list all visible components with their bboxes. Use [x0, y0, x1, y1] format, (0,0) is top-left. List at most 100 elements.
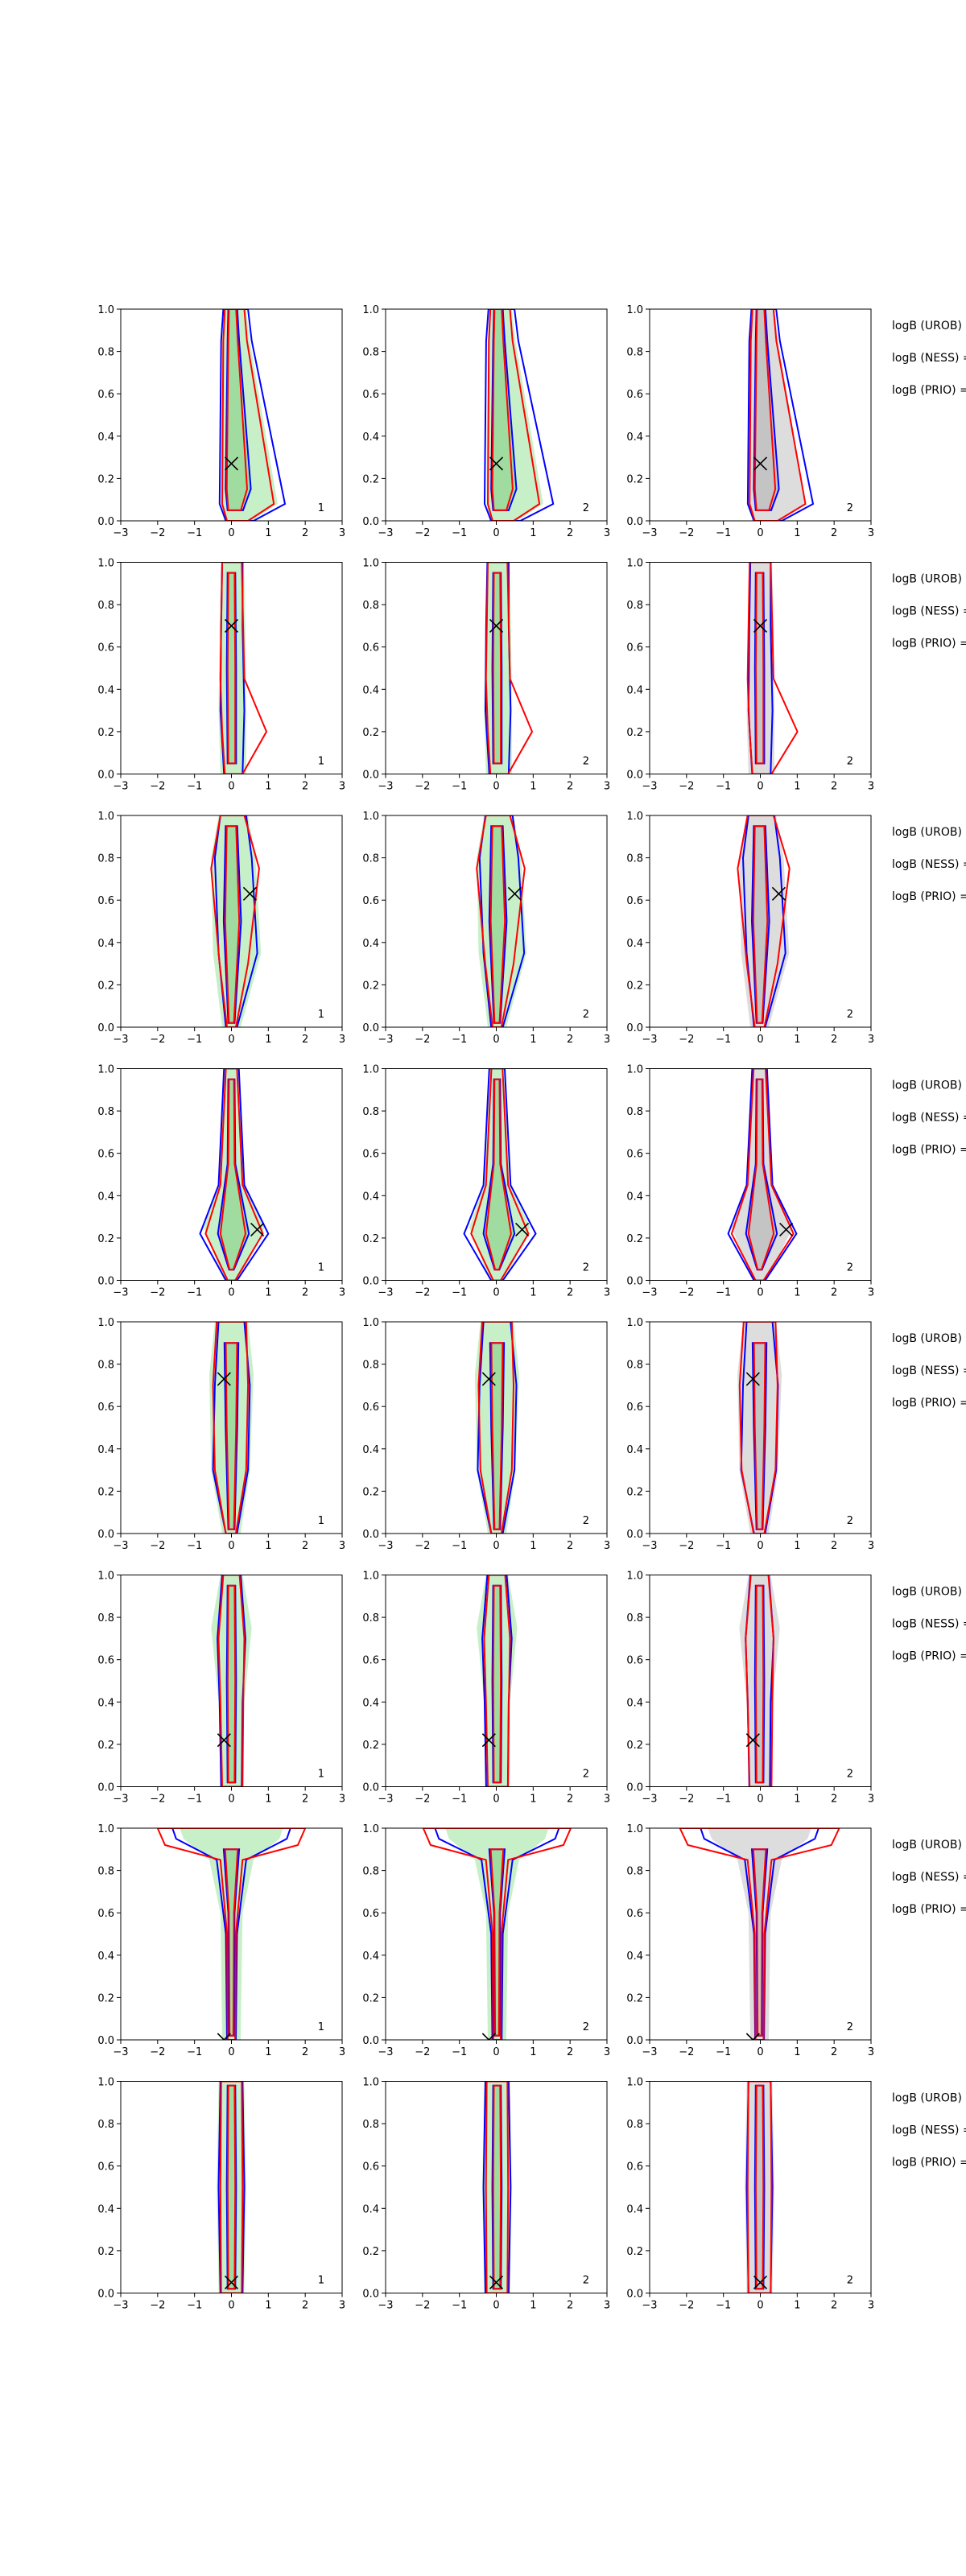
x-tick-label: −2 [150, 1794, 165, 1806]
x-tick-label: 2 [831, 1287, 837, 1299]
y-tick-label: 0.6 [626, 1655, 643, 1667]
contour-outer-b-r5-c2 [477, 1322, 515, 1534]
x-tick-label: 3 [604, 2300, 610, 2312]
y-tick-label: 0.4 [626, 1697, 643, 1709]
contour-inner-a-r1-c2 [490, 309, 518, 511]
marker-r2-c1 [224, 618, 239, 633]
x-tick-label: 0 [757, 2046, 763, 2058]
x-tick-label: 3 [868, 2300, 874, 2312]
x-tick-label: −1 [452, 2046, 467, 2058]
contour-outer-b-r7-c3 [679, 1828, 840, 2040]
y-tick-label: 0.0 [362, 770, 379, 782]
contour-outer-b-r1-c3 [749, 309, 807, 521]
x-tick-label: 0 [757, 1794, 763, 1806]
row-annotation: logB (NESS) = [892, 1618, 966, 1631]
y-tick-label: 1.0 [626, 811, 643, 823]
y-tick-label: 0.8 [626, 347, 643, 359]
x-tick-label: −3 [378, 2046, 393, 2058]
panel-corner-label: 1 [318, 1262, 324, 1274]
x-tick-label: 0 [228, 1287, 234, 1299]
contour-outer-a-r8-c2 [482, 2081, 512, 2293]
x-tick-label: −1 [187, 1794, 202, 1806]
fill-inner-r6-c3 [755, 1585, 765, 1783]
marker-r4-c1 [250, 1222, 265, 1236]
y-tick-label: 0.4 [362, 684, 379, 696]
x-tick-label: −1 [187, 2046, 202, 2058]
contour-outer-b-r2-c1 [219, 562, 268, 774]
x-tick-label: −1 [716, 2046, 731, 2058]
x-tick-label: 0 [757, 2300, 763, 2312]
panel-corner-label: 1 [318, 1769, 324, 1781]
panel-r1-c3: −3 −2 −1 0 1 2 3 0.0 0.2 0.4 0.6 0.8 1.0 2 [626, 304, 874, 539]
panel-r2-c3: −3 −2 −1 0 1 2 3 0.0 0.2 0.4 0.6 0.8 1.0 2 [626, 558, 874, 793]
y-tick-label: 0.2 [362, 473, 379, 485]
marker-r1-c2 [489, 456, 504, 471]
marker-r7-c1 [217, 2033, 231, 2040]
x-tick-label: −3 [642, 2300, 657, 2312]
panel-r7-c3: −3 −2 −1 0 1 2 3 0.0 0.2 0.4 0.6 0.8 1.0 2 [626, 1823, 874, 2058]
y-tick-label: 0.0 [626, 2289, 643, 2301]
y-tick-label: 0.8 [362, 853, 379, 865]
y-tick-label: 0.0 [97, 1022, 114, 1034]
contour-outer-b-r2-c2 [485, 562, 534, 774]
x-tick-label: 1 [265, 1287, 271, 1299]
contour-outer-b-r7-c2 [422, 1828, 572, 2040]
x-tick-label: 2 [567, 1034, 573, 1046]
x-tick-label: 0 [493, 781, 499, 793]
x-tick-label: 1 [530, 1287, 536, 1299]
contour-inner-b-r7-c1 [224, 1848, 239, 2037]
contour-outer-a-r8-c3 [745, 2081, 774, 2293]
panel-r8-c1: −3 −2 −1 0 1 2 3 0.0 0.2 0.4 0.6 0.8 1.0 1 [97, 2077, 345, 2312]
panel-corner-label: 1 [318, 1009, 324, 1021]
x-tick-label: 3 [604, 2046, 610, 2058]
y-tick-label: 0.2 [97, 727, 114, 739]
panel-corner-label: 2 [583, 1009, 589, 1021]
y-tick-label: 0.6 [362, 1149, 379, 1161]
contour-outer-b-r6-c2 [483, 1575, 511, 1787]
y-tick-label: 0.6 [362, 1908, 379, 1920]
y-tick-label: 0.8 [97, 853, 114, 865]
y-tick-label: 0.6 [362, 389, 379, 401]
x-tick-label: −2 [415, 1794, 430, 1806]
y-tick-label: 0.2 [362, 2246, 379, 2258]
contour-outer-a-r4-c2 [463, 1068, 537, 1281]
y-tick-label: 0.8 [362, 1612, 379, 1624]
y-tick-label: 0.4 [626, 431, 643, 444]
marker-r8-c2 [489, 2275, 504, 2289]
contour-inner-b-r1-c1 [225, 309, 249, 511]
panel-corner-label: 2 [583, 2275, 589, 2287]
y-tick-label: 1.0 [97, 1823, 114, 1835]
marker-r1-c3 [753, 456, 768, 471]
x-tick-label: 0 [493, 1034, 499, 1046]
panel-corner-label: 2 [583, 2021, 589, 2033]
row-annotation: logB (NESS) = [892, 1871, 966, 1884]
x-tick-label: 2 [567, 1794, 573, 1806]
marker-r3-c3 [771, 886, 786, 901]
x-tick-label: 2 [831, 2300, 837, 2312]
y-tick-label: 1.0 [97, 1064, 114, 1076]
y-tick-label: 0.0 [626, 1529, 643, 1541]
marker-r1-c1 [224, 456, 239, 471]
y-tick-label: 0.4 [362, 938, 379, 950]
y-tick-label: 0.4 [626, 938, 643, 950]
x-tick-label: 0 [493, 2300, 499, 2312]
x-tick-label: 0 [757, 781, 763, 793]
y-tick-label: 1.0 [626, 2077, 643, 2089]
y-tick-label: 0.8 [362, 1360, 379, 1372]
x-tick-label: 3 [604, 1540, 610, 1552]
x-tick-label: −1 [716, 1287, 731, 1299]
row-annotation: logB (UROB) = [892, 320, 966, 332]
x-tick-label: 1 [794, 527, 800, 539]
x-tick-label: 3 [339, 1540, 345, 1552]
x-tick-label: 1 [265, 1794, 271, 1806]
x-tick-label: −3 [642, 2046, 657, 2058]
y-tick-label: 0.2 [626, 980, 643, 992]
fill-inner-r2-c2 [492, 572, 502, 764]
x-tick-label: −1 [716, 1540, 731, 1552]
contour-outer-b-r7-c1 [156, 1828, 307, 2040]
contour-outer-b-r8-c3 [746, 2081, 773, 2293]
y-tick-label: 0.8 [362, 2119, 379, 2131]
row-annotation: logB (PRIO) = [892, 1903, 966, 1916]
x-tick-label: −1 [452, 2300, 467, 2312]
